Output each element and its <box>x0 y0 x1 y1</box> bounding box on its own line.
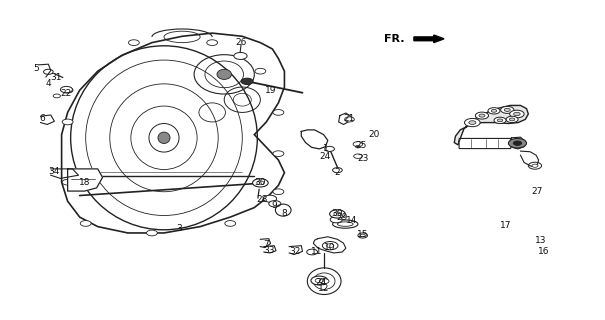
Text: 4: 4 <box>45 79 51 88</box>
Circle shape <box>80 220 91 226</box>
Circle shape <box>60 86 73 93</box>
Text: 33: 33 <box>264 246 275 255</box>
Circle shape <box>311 276 328 285</box>
Circle shape <box>469 121 476 124</box>
Circle shape <box>345 117 355 122</box>
Polygon shape <box>62 33 284 233</box>
Circle shape <box>319 279 329 284</box>
Text: 20: 20 <box>368 130 379 139</box>
Text: 14: 14 <box>346 216 358 225</box>
Circle shape <box>252 179 268 187</box>
Text: 10: 10 <box>324 243 335 252</box>
Circle shape <box>273 189 284 195</box>
Text: 9: 9 <box>271 201 277 210</box>
Circle shape <box>263 195 276 202</box>
Polygon shape <box>301 130 328 149</box>
FancyBboxPatch shape <box>459 139 511 148</box>
Circle shape <box>62 87 73 93</box>
Polygon shape <box>414 35 444 43</box>
Text: 34: 34 <box>48 167 60 176</box>
Circle shape <box>325 146 335 151</box>
Circle shape <box>509 110 524 118</box>
Text: 17: 17 <box>500 220 512 229</box>
Circle shape <box>269 201 281 207</box>
Circle shape <box>361 234 365 237</box>
Text: 21: 21 <box>344 114 355 123</box>
Text: 23: 23 <box>357 154 368 163</box>
Text: 24: 24 <box>315 278 326 287</box>
Circle shape <box>207 40 218 45</box>
Text: 12: 12 <box>318 284 329 293</box>
Circle shape <box>255 68 266 74</box>
Circle shape <box>128 40 139 45</box>
Circle shape <box>505 108 510 111</box>
Circle shape <box>330 216 342 223</box>
Circle shape <box>234 52 247 60</box>
Circle shape <box>513 141 522 145</box>
Circle shape <box>333 168 342 173</box>
Circle shape <box>225 220 236 226</box>
Ellipse shape <box>158 132 170 143</box>
Text: 27: 27 <box>532 187 543 196</box>
Text: 8: 8 <box>281 209 287 219</box>
Circle shape <box>476 112 489 119</box>
Circle shape <box>62 119 73 125</box>
FancyBboxPatch shape <box>390 33 567 198</box>
Text: 2: 2 <box>335 168 340 177</box>
Circle shape <box>532 164 538 167</box>
Text: 24: 24 <box>320 152 331 161</box>
Text: 30: 30 <box>255 178 266 187</box>
Circle shape <box>354 154 362 158</box>
Text: 16: 16 <box>538 247 549 257</box>
Circle shape <box>500 106 514 113</box>
Text: 6: 6 <box>39 114 45 123</box>
Text: 3: 3 <box>176 224 182 233</box>
Text: 15: 15 <box>357 230 368 239</box>
Circle shape <box>241 78 253 84</box>
Circle shape <box>508 139 526 148</box>
Circle shape <box>62 179 73 185</box>
Text: 31: 31 <box>50 73 61 82</box>
Circle shape <box>497 119 503 122</box>
Circle shape <box>506 116 518 123</box>
Text: 7: 7 <box>264 240 269 249</box>
Text: FR.: FR. <box>384 34 405 44</box>
Polygon shape <box>68 169 103 191</box>
Text: 18: 18 <box>79 178 90 187</box>
Ellipse shape <box>217 69 232 79</box>
Circle shape <box>146 230 157 236</box>
Text: 19: 19 <box>266 86 277 95</box>
Polygon shape <box>454 105 528 145</box>
Circle shape <box>479 114 485 117</box>
Text: 22: 22 <box>61 89 72 98</box>
Text: 28: 28 <box>256 195 267 204</box>
Circle shape <box>488 108 500 114</box>
Circle shape <box>491 109 497 112</box>
Circle shape <box>494 117 506 124</box>
Circle shape <box>514 112 520 116</box>
Text: 30: 30 <box>332 209 343 219</box>
Text: 25: 25 <box>356 141 367 150</box>
Text: 13: 13 <box>535 236 546 245</box>
Circle shape <box>465 118 480 127</box>
Text: 11: 11 <box>310 247 322 257</box>
Circle shape <box>330 210 345 218</box>
Text: 1: 1 <box>322 144 329 153</box>
Text: 5: 5 <box>33 63 39 73</box>
Circle shape <box>273 151 284 156</box>
Circle shape <box>307 249 318 255</box>
Text: 32: 32 <box>290 247 301 257</box>
Polygon shape <box>313 237 346 253</box>
Circle shape <box>273 109 284 115</box>
Text: 29: 29 <box>336 212 347 222</box>
Circle shape <box>509 118 515 121</box>
Text: 26: 26 <box>235 38 247 47</box>
Circle shape <box>322 242 338 250</box>
